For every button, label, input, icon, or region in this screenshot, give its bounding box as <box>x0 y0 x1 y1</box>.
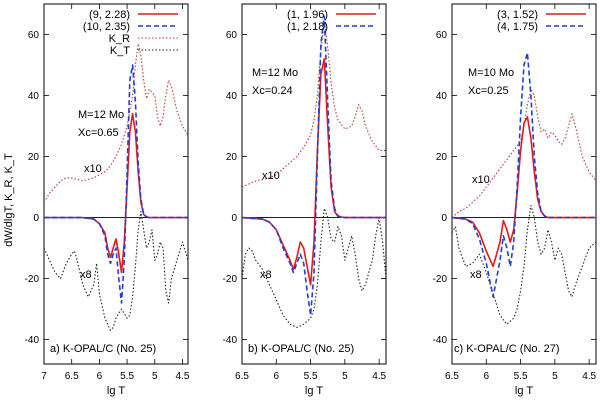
panel-3-series-k-t <box>452 204 596 325</box>
panel-3-y-tick-label: 20 <box>436 152 448 163</box>
panel-2-x-tick-label: 6.5 <box>235 371 249 382</box>
panel-3-frame <box>451 3 597 365</box>
panel-3-x-tick-label: 6 <box>484 371 490 382</box>
panel-3-y-tick-label: 40 <box>436 91 448 102</box>
panel-3-kr-scale-label: x10 <box>472 174 490 186</box>
panel-1-x-tick-label: 6 <box>97 371 103 382</box>
panel-3-y-tick-label: -40 <box>433 335 448 346</box>
panel-1-legend-label: (9, 2.28) <box>89 9 130 21</box>
panel-1-x-tick-label: 5.5 <box>120 371 134 382</box>
panel-1-kt-scale-label: x8 <box>80 269 92 281</box>
panel-2-mass-label: M=12 Mo <box>252 67 298 79</box>
panel-1-legend-label: (10, 2.35) <box>83 21 130 33</box>
panel-1-x-tick-label: 5 <box>152 371 158 382</box>
panel-3-series-4-1-75 <box>452 52 596 298</box>
panel-3-x-tick-label: 5 <box>552 371 558 382</box>
panel-3: -40 -20 0 20 40 60 6.5 6 5.5 5 4.5 lg T (3, 1.52)(4,… <box>433 3 597 397</box>
panel-3-legend-label: (4, 1.75) <box>497 21 538 33</box>
panel-3-series-3-1-52 <box>452 116 596 268</box>
panel-2-legend-label: (1, 1.96) <box>287 9 328 21</box>
panel-2-x-tick-label: 5.5 <box>304 371 318 382</box>
panel-3-mass-label: M=10 Mo <box>468 67 514 79</box>
panel-3-x-tick-label: 4.5 <box>582 371 596 382</box>
panel-3-legend-label: (3, 1.52) <box>497 9 538 21</box>
panel-2-x-tick-label: 6 <box>274 371 280 382</box>
panel-1-x-tick-label: 4.5 <box>176 371 190 382</box>
panel-1-x-tick-label: 6.5 <box>65 371 79 382</box>
panel-3-y-tick-label: 60 <box>436 30 448 41</box>
panel-1-series-k-r <box>44 43 188 203</box>
panel-2-y-tick-label: 0 <box>231 213 237 224</box>
panel-2-xc-label: Xc=0.24 <box>252 85 293 97</box>
panel-3-xc-label: Xc=0.25 <box>468 85 509 97</box>
panel-1-xc-label: Xc=0.65 <box>78 127 119 139</box>
panel-3-x-axis-title: lg T <box>515 385 533 397</box>
panel-2-legend-label: (1, 2.18) <box>287 21 328 33</box>
panel-1-x-tick-label: 7 <box>41 371 47 382</box>
panel-2-kr-scale-label: x10 <box>262 170 280 182</box>
panel-1-series-k-t <box>44 210 188 331</box>
panel-2-y-tick-label: 20 <box>226 152 238 163</box>
panel-2-series-k-r <box>242 21 386 188</box>
panel-1-y-tick-label: -40 <box>25 335 40 346</box>
panel-2-y-tick-label: 40 <box>226 91 238 102</box>
y-axis-title: dW/dlgT, K_R, K_T <box>3 153 15 247</box>
panel-1-series-10-2-35 <box>44 64 188 304</box>
panel-3-kt-scale-label: x8 <box>470 269 482 281</box>
panel-3-x-tick-label: 6.5 <box>445 371 459 382</box>
panel-2-panel-caption: b) K-OPAL/C (No. 25) <box>248 343 354 355</box>
panel-1-y-tick-label: -20 <box>25 274 40 285</box>
panel-3-y-tick-label: 0 <box>441 213 447 224</box>
panel-2-x-tick-label: 4.5 <box>372 371 386 382</box>
panel-3-x-tick-label: 5.5 <box>514 371 528 382</box>
panel-3-series-k-r <box>452 88 596 219</box>
panel-2-frame <box>241 3 387 365</box>
panel-1-x-axis-title: lg T <box>107 385 125 397</box>
panel-1-kr-scale-label: x10 <box>84 163 102 175</box>
panel-1-y-tick-label: 60 <box>28 30 40 41</box>
panel-1-legend-label: K_R <box>109 33 130 45</box>
panel-1-y-tick-label: 20 <box>28 152 40 163</box>
panel-1-y-tick-label: 40 <box>28 91 40 102</box>
panel-2-series-k-t <box>242 207 386 328</box>
panel-1-panel-caption: a) K-OPAL/C (No. 25) <box>50 343 156 355</box>
panel-2-x-axis-title: lg T <box>305 385 323 397</box>
panel-2-y-tick-label: -40 <box>223 335 238 346</box>
panel-3-panel-caption: c) K-OPAL/C (No. 27) <box>454 343 560 355</box>
panel-2-series-1-2-18 <box>242 15 386 316</box>
panel-3-y-tick-label: -20 <box>433 274 448 285</box>
panel-1-frame <box>43 3 189 365</box>
panel-2: -40 -20 0 20 40 60 6.5 6 5.5 5 4.5 lg T (1, 1.96)(1,… <box>223 3 387 397</box>
panel-1-legend-label: K_T <box>110 45 130 57</box>
panel-1: -40 -20 0 20 40 60 7 6.5 6 5.5 5 4.5 lg T (9, 2.28)(1… <box>25 3 190 397</box>
panel-2-x-tick-label: 5 <box>342 371 348 382</box>
panel-2-y-tick-label: -20 <box>223 274 238 285</box>
panel-2-y-tick-label: 60 <box>226 30 238 41</box>
panel-1-mass-label: M=12 Mo <box>78 109 124 121</box>
panel-2-kt-scale-label: x8 <box>260 269 272 281</box>
panel-1-y-tick-label: 0 <box>33 213 39 224</box>
